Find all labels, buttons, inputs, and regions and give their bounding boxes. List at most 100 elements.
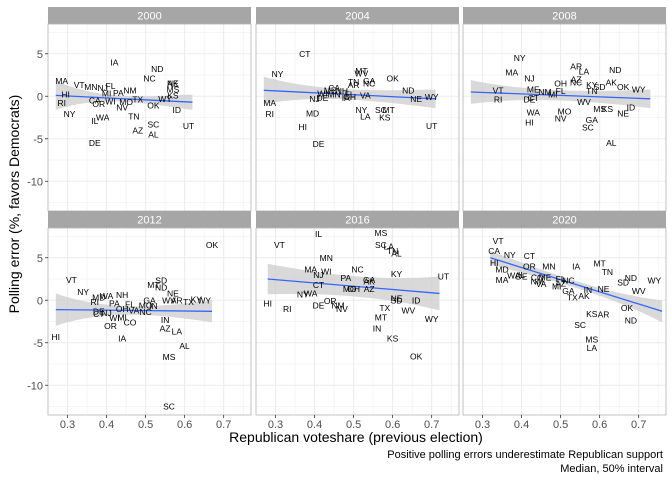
- state-label-al: AL: [391, 249, 402, 259]
- state-label-la: LA: [587, 343, 598, 353]
- state-label-nd: ND: [151, 64, 163, 74]
- y-axis: -10 -5 0 5 -10 -5 0 5: [27, 49, 48, 392]
- fit-line: [263, 89, 436, 100]
- state-label-ia: IA: [342, 93, 350, 103]
- x-tick-label: 0.5: [346, 419, 361, 431]
- state-label-nj: NJ: [313, 270, 323, 280]
- y-tick-label: -5: [33, 134, 43, 146]
- state-label-ma: MA: [304, 265, 317, 275]
- state-label-ia: IA: [572, 261, 580, 271]
- fit-interval-band: [490, 250, 663, 323]
- state-label-nc: NC: [570, 78, 582, 88]
- fit-line: [55, 308, 212, 312]
- state-label-vt: VT: [74, 80, 85, 90]
- state-label-ak: AK: [578, 291, 590, 301]
- state-label-ma: MA: [505, 67, 518, 77]
- state-label-ne: NE: [167, 79, 179, 89]
- panel-strip: [256, 7, 459, 24]
- state-label-ne: NE: [410, 94, 422, 104]
- state-label-me: ME: [324, 85, 337, 95]
- state-label-mt: MT: [593, 259, 605, 269]
- panel-strip-label: 2008: [552, 11, 576, 23]
- state-label-la: LA: [360, 112, 371, 122]
- state-label-tn: TN: [586, 86, 597, 96]
- state-label-hi: HI: [61, 90, 70, 100]
- state-label-de: DE: [313, 139, 325, 149]
- state-label-ga: GA: [562, 286, 575, 296]
- state-label-tn: TN: [348, 77, 359, 87]
- state-label-az: AZ: [364, 284, 375, 294]
- state-label-nh: NH: [116, 290, 128, 300]
- state-label-mt: MT: [355, 66, 367, 76]
- x-tick-label: 0.7: [216, 419, 231, 431]
- state-label-ca: CA: [328, 83, 340, 93]
- state-label-wi: WI: [317, 89, 327, 99]
- state-label-ny: NY: [504, 250, 516, 260]
- state-label-mi: MI: [548, 90, 557, 100]
- state-label-ny: NY: [77, 287, 89, 297]
- state-label-de: DE: [93, 306, 105, 316]
- state-label-wv: WV: [401, 305, 415, 315]
- x-tick-label: 0.5: [138, 419, 153, 431]
- state-label-nv: NV: [336, 304, 348, 314]
- state-label-nc: NC: [363, 79, 375, 89]
- panel-strip-label: 2000: [137, 11, 161, 23]
- state-label-ny: NY: [64, 109, 76, 119]
- state-label-ms: MS: [375, 228, 388, 238]
- state-label-ar: AR: [348, 80, 360, 90]
- state-label-az: AZ: [571, 74, 582, 84]
- state-label-ms: MS: [585, 334, 598, 344]
- state-label-mo: MO: [558, 107, 572, 117]
- x-tick-label: 0.3: [268, 419, 283, 431]
- state-label-hi: HI: [263, 299, 272, 309]
- state-label-sd: SD: [594, 82, 606, 92]
- y-tick-label: 5: [37, 253, 43, 265]
- state-label-oh: OH: [554, 79, 567, 89]
- state-label-wa: WA: [507, 271, 521, 281]
- panel-border: [462, 227, 667, 416]
- y-tick-label: -10: [27, 380, 43, 392]
- state-label-ne: NE: [617, 108, 629, 118]
- state-label-mi: MI: [117, 312, 126, 322]
- state-label-or: OR: [523, 261, 536, 271]
- state-label-id: ID: [412, 295, 421, 305]
- state-label-ia: IA: [110, 57, 118, 67]
- state-label-wy: WY: [425, 314, 439, 324]
- x-tick-label: 0.5: [553, 419, 568, 431]
- x-tick-label: 0.3: [60, 419, 75, 431]
- x-tick-label: 0.4: [99, 419, 114, 431]
- state-label-mt: MT: [383, 105, 395, 115]
- state-label-ms: MS: [167, 85, 180, 95]
- state-label-ks: KS: [387, 334, 399, 344]
- x-tick-label: 0.7: [631, 419, 646, 431]
- state-label-ny: NY: [297, 289, 309, 299]
- state-label-ct: CT: [299, 49, 310, 59]
- state-label-nj: NJ: [309, 94, 319, 104]
- panel-strip: [48, 211, 251, 228]
- state-label-mn: MN: [320, 253, 333, 263]
- state-label-hi: HI: [525, 118, 534, 128]
- state-label-nc: NC: [562, 276, 574, 286]
- x-tick-label: 0.6: [385, 419, 400, 431]
- state-label-nj: NJ: [524, 73, 534, 83]
- state-label-la: LA: [383, 242, 394, 252]
- state-label-de: DE: [516, 271, 528, 281]
- state-label-wi: WI: [109, 313, 119, 323]
- y-tick-label: 0: [37, 91, 43, 103]
- state-label-wa: WA: [96, 113, 110, 123]
- state-label-ri: RI: [91, 297, 100, 307]
- state-label-nm: NM: [531, 277, 544, 287]
- state-label-sc: SC: [574, 320, 586, 330]
- fit-line: [470, 91, 651, 100]
- state-label-nm: NM: [123, 85, 136, 95]
- state-label-al: AL: [606, 138, 617, 148]
- state-label-oh: OH: [343, 92, 356, 102]
- x-tick-label: 0.4: [514, 419, 529, 431]
- state-label-or: OR: [324, 296, 337, 306]
- state-label-al: AL: [148, 130, 159, 140]
- state-label-wa: WA: [100, 291, 114, 301]
- state-label-wv: WV: [632, 286, 646, 296]
